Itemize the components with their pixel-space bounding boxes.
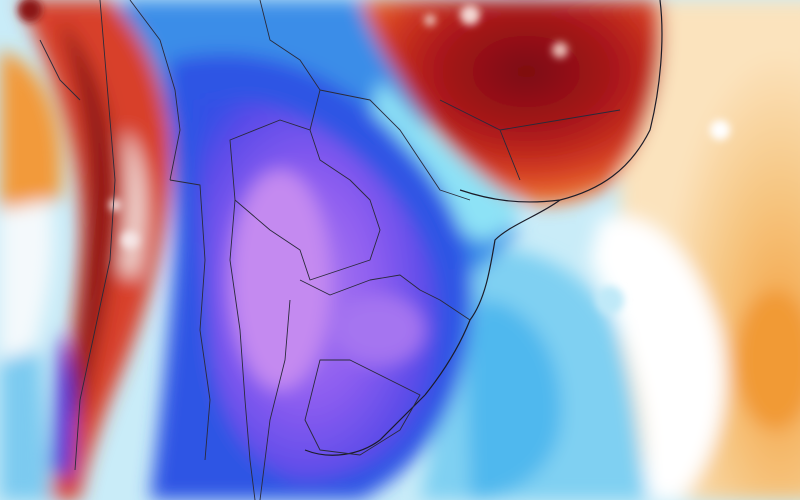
cold-peak <box>230 170 330 390</box>
cool-ocean-core <box>467 300 562 500</box>
andes-hot <box>60 20 116 420</box>
neutral-band <box>590 216 726 500</box>
country-border <box>129 0 181 181</box>
borders <box>39 0 663 500</box>
coastline <box>304 394 426 456</box>
spot <box>18 0 42 22</box>
spot <box>596 286 624 314</box>
spot <box>460 5 480 25</box>
spot <box>121 231 139 249</box>
spot <box>109 199 121 211</box>
country-border <box>259 0 321 91</box>
warm-patch <box>735 290 800 430</box>
country-border <box>304 359 421 456</box>
country-border <box>229 119 381 281</box>
country-border <box>74 0 116 471</box>
coastline <box>424 199 561 396</box>
spot <box>424 14 436 26</box>
province-border <box>169 179 211 461</box>
spot <box>710 120 730 140</box>
coastline <box>459 0 663 203</box>
detail-spots <box>18 0 730 314</box>
neutral-pacific <box>0 200 53 370</box>
warm-pacific <box>0 50 62 210</box>
heat-core <box>360 0 663 205</box>
state-border <box>439 99 621 181</box>
state-border <box>39 39 81 101</box>
andes-cold <box>50 330 76 480</box>
cold-peak <box>335 295 425 365</box>
cyan-band <box>370 80 520 240</box>
spot <box>552 42 568 58</box>
country-border <box>299 274 471 321</box>
cool-pacific <box>0 350 50 500</box>
province-border <box>259 299 291 500</box>
province-border <box>229 199 256 500</box>
